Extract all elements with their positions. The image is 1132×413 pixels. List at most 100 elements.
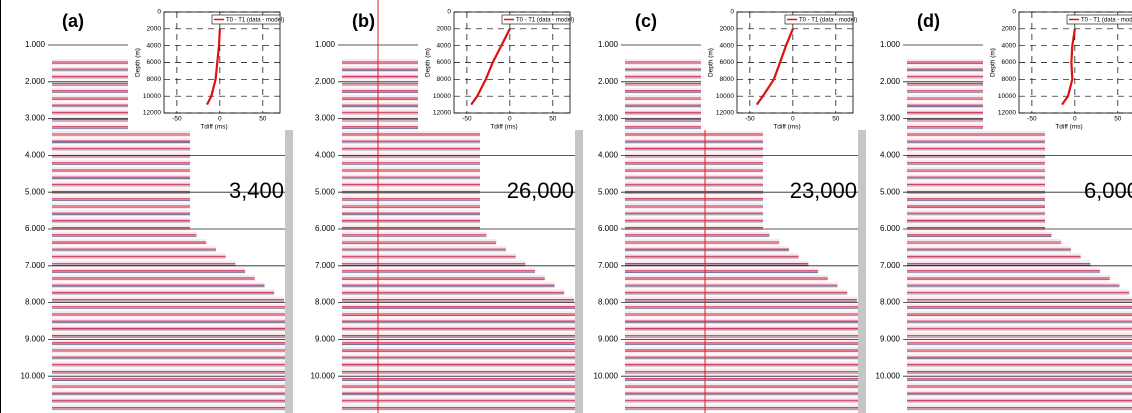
legend-text: T0 - T1 (data - model) (799, 17, 857, 23)
depth-tick-label: 5.000 (315, 187, 336, 196)
inset-y-tick-label: 8000 (437, 76, 452, 83)
separator (575, 130, 583, 413)
inset-y-tick-label: 2000 (720, 26, 735, 33)
depth-tick-label: 3.000 (315, 114, 336, 123)
depth-tick-label: 5.000 (25, 187, 46, 196)
depth-tick-label: 3.000 (880, 114, 901, 123)
depth-tick-label: 2.000 (315, 77, 336, 86)
depth-tick-label: 7.000 (315, 261, 336, 270)
depth-tick-label: 6.000 (880, 224, 901, 233)
inset-x-tick-label: -50 (462, 116, 472, 123)
depth-tick-label: 10.000 (311, 371, 336, 380)
depth-tick-label: 1.000 (25, 40, 46, 49)
inset-y-tick-label: 4000 (437, 42, 452, 49)
legend-text: T0 - T1 (data - model) (1081, 17, 1132, 23)
inset-y-tick-label: 12000 (716, 110, 734, 117)
depth-tick-label: 6.000 (315, 224, 336, 233)
inset-y-label: Depth (m) (708, 48, 715, 77)
panel-value: 23,000 (790, 178, 857, 203)
panel-value: 26,000 (507, 178, 574, 203)
depth-tick-label: 5.000 (880, 187, 901, 196)
inset-legend (1066, 14, 1132, 25)
panel: 1.000 2.000 3.000 4.000 5.000 6.000 7.000 8.000… (21, 0, 293, 413)
panel: 1.000 2.000 3.000 4.000 5.000 6.000 7.000 8.000… (594, 0, 866, 413)
panel-label: (b) (352, 11, 375, 31)
panel-value: 6,000 (1084, 178, 1132, 203)
inset-y-label: Depth (m) (135, 48, 142, 77)
inset-x-label: Tdiff (ms) (490, 124, 517, 131)
inset-legend (211, 14, 281, 25)
inset-curve (470, 28, 511, 106)
inset-y-tick-label: 8000 (1002, 76, 1017, 83)
depth-tick-label: 3.000 (25, 114, 46, 123)
depth-tick-label: 8.000 (880, 298, 901, 307)
depth-tick-label: 8.000 (598, 298, 619, 307)
depth-tick-label: 1.000 (598, 40, 619, 49)
inset-y-tick-label: 0 (730, 9, 734, 16)
panel-label: (c) (635, 11, 657, 31)
inset-curve (755, 28, 794, 106)
depth-tick-label: 2.000 (598, 77, 619, 86)
inset-legend (784, 14, 854, 25)
depth-tick-label: 4.000 (598, 151, 619, 160)
panel-label: (d) (917, 11, 940, 31)
depth-tick-label: 6.000 (25, 224, 46, 233)
depth-tick-label: 8.000 (315, 298, 336, 307)
depth-tick-label: 9.000 (880, 335, 901, 344)
depth-tick-label: 5.000 (598, 187, 619, 196)
separator (858, 130, 866, 413)
inset-y-tick-label: 0 (1012, 9, 1016, 16)
inset-x-tick-label: 0 (791, 116, 795, 123)
depth-tick-label: 7.000 (880, 261, 901, 270)
depth-tick-label: 9.000 (25, 335, 46, 344)
inset-y-tick-label: 6000 (147, 59, 162, 66)
inset-y-tick-label: 6000 (1002, 59, 1017, 66)
inset-x-tick-label: 0 (1073, 116, 1077, 123)
inset-y-tick-label: 4000 (147, 42, 162, 49)
inset-x-tick-label: 50 (549, 116, 557, 123)
inset-y-tick-label: 8000 (147, 76, 162, 83)
inset-y-tick-label: 12000 (998, 110, 1016, 117)
legend-text: T0 - T1 (data - model) (516, 17, 574, 23)
inset-y-tick-label: 10000 (716, 93, 734, 100)
inset-x-label: Tdiff (ms) (200, 124, 227, 131)
depth-tick-label: 3.000 (598, 114, 619, 123)
inset-y-tick-label: 0 (157, 9, 161, 16)
inset-y-tick-label: 8000 (720, 76, 735, 83)
depth-tick-label: 4.000 (315, 151, 336, 160)
inset-y-tick-label: 12000 (433, 110, 451, 117)
inset-x-tick-label: -50 (1027, 116, 1037, 123)
inset-x-tick-label: -50 (172, 116, 182, 123)
depth-tick-label: 1.000 (315, 40, 336, 49)
inset-x-tick-label: -50 (745, 116, 755, 123)
inset-x-tick-label: 0 (218, 116, 222, 123)
depth-tick-label: 9.000 (315, 335, 336, 344)
inset-y-tick-label: 4000 (720, 42, 735, 49)
panel-label: (a) (62, 11, 84, 31)
inset-legend (501, 14, 571, 25)
depth-tick-label: 8.000 (25, 298, 46, 307)
inset-curve (1061, 28, 1076, 106)
depth-tick-label: 4.000 (880, 151, 901, 160)
inset-y-tick-label: 4000 (1002, 42, 1017, 49)
inset-x-tick-label: 50 (259, 116, 267, 123)
inset-y-tick-label: 2000 (147, 26, 162, 33)
depth-tick-label: 1.000 (880, 40, 901, 49)
panel: 1.000 2.000 3.000 4.000 5.000 6.000 7.000 8.000… (311, 0, 583, 413)
inset-x-label: Tdiff (ms) (773, 124, 800, 131)
inset-y-tick-label: 10000 (433, 93, 451, 100)
inset-y-label: Depth (m) (425, 48, 432, 77)
inset-x-tick-label: 50 (832, 116, 840, 123)
depth-tick-label: 2.000 (25, 77, 46, 86)
inset-y-label: Depth (m) (990, 48, 997, 77)
inset-x-label: Tdiff (ms) (1055, 124, 1082, 131)
depth-tick-label: 6.000 (598, 224, 619, 233)
inset-y-tick-label: 2000 (437, 26, 452, 33)
depth-tick-label: 10.000 (876, 371, 901, 380)
depth-tick-label: 7.000 (598, 261, 619, 270)
separator (285, 130, 293, 413)
inset-x-tick-label: 50 (1114, 116, 1122, 123)
depth-tick-label: 4.000 (25, 151, 46, 160)
depth-tick-label: 9.000 (598, 335, 619, 344)
